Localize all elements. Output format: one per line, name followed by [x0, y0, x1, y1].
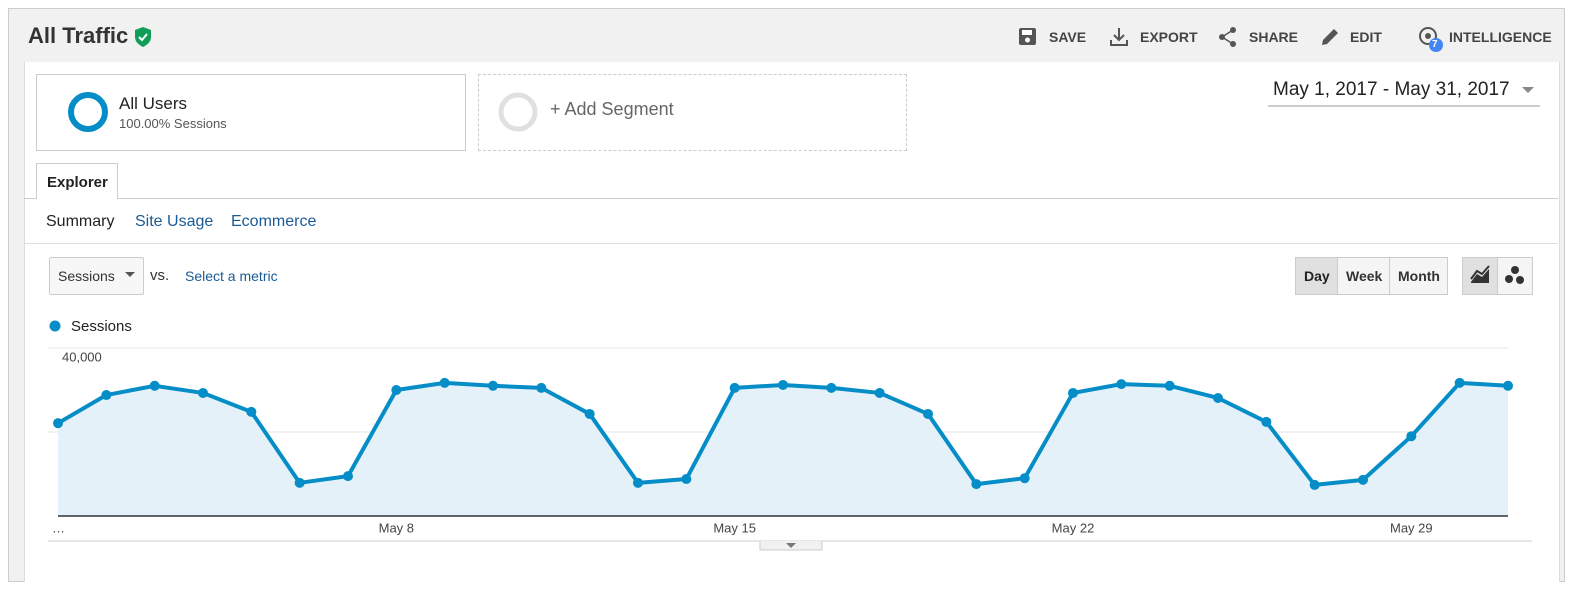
point	[1309, 479, 1320, 490]
export-button[interactable]: EXPORT	[1140, 29, 1198, 45]
point	[778, 379, 788, 390]
point	[1503, 380, 1513, 391]
point	[439, 377, 450, 388]
verified-icon	[135, 27, 151, 47]
share-icon[interactable]	[1217, 26, 1239, 48]
point	[294, 477, 305, 488]
x-tick-label: May 22	[1052, 520, 1095, 535]
segment-detail: 100.00% Sessions	[119, 116, 227, 131]
x-tick-label: May 29	[1390, 520, 1433, 535]
add-segment-card[interactable]	[478, 74, 907, 151]
vs-label: vs.	[150, 267, 170, 284]
period[interactable]: Month	[1398, 268, 1440, 284]
export-icon[interactable]	[1108, 26, 1130, 48]
segment-card[interactable]	[36, 74, 466, 151]
date-range[interactable]: May 1, 2017 - May 31, 2017	[1273, 79, 1510, 100]
point	[1164, 380, 1175, 391]
point	[343, 471, 353, 482]
intelligence-icon[interactable]	[1417, 25, 1445, 53]
point	[536, 382, 547, 393]
point	[1213, 392, 1223, 403]
date-decor	[1268, 87, 1540, 107]
add-segment-donut	[498, 92, 538, 132]
legend-dot	[49, 320, 61, 332]
period[interactable]: Day	[1304, 268, 1330, 284]
point	[633, 477, 643, 488]
subtab[interactable]: Site Usage	[135, 213, 214, 230]
point	[1068, 387, 1078, 398]
tab[interactable]: Explorer	[47, 174, 108, 191]
point	[246, 406, 257, 417]
month-button-bg[interactable]	[1389, 257, 1448, 295]
edit-icon[interactable]	[1319, 26, 1341, 48]
legend-label: Sessions	[71, 318, 132, 335]
point	[391, 385, 402, 395]
select-metric[interactable]: Select a metric	[185, 268, 278, 284]
segment-donut	[68, 92, 108, 132]
add-segment[interactable]: + Add Segment	[550, 99, 674, 119]
chart-type-buttons[interactable]	[1462, 257, 1533, 295]
point	[101, 390, 112, 401]
edit-button[interactable]: EDIT	[1350, 29, 1382, 45]
point	[1406, 431, 1417, 442]
subtab[interactable]: Ecommerce	[231, 213, 317, 230]
x-tick-label: …	[52, 520, 65, 535]
point	[729, 382, 740, 393]
point	[971, 479, 982, 490]
page-title: All Traffic	[28, 23, 129, 48]
point	[488, 380, 498, 391]
point	[826, 382, 837, 393]
period[interactable]: Week	[1346, 268, 1383, 284]
subtab-line	[24, 243, 1558, 244]
point	[53, 418, 63, 429]
x-tick-label: May 8	[379, 520, 414, 535]
point	[681, 474, 692, 485]
point	[1261, 416, 1272, 427]
save-icon[interactable]	[1018, 27, 1038, 47]
point	[1116, 379, 1127, 390]
metric: Sessions	[58, 268, 115, 284]
caret	[125, 272, 135, 277]
badge: 7	[1432, 39, 1438, 50]
point	[149, 380, 160, 391]
expand-caret	[786, 543, 796, 548]
area	[58, 382, 1508, 516]
point	[923, 408, 933, 419]
point	[1019, 473, 1030, 484]
intelligence-button[interactable]: INTELLIGENCE	[1449, 29, 1552, 45]
subtab[interactable]: Summary	[46, 213, 115, 230]
metric-dropdown[interactable]	[49, 257, 144, 295]
y-tick-label: 40,000	[62, 349, 102, 364]
point	[584, 408, 595, 419]
save-button[interactable]: SAVE	[1049, 29, 1087, 45]
share-button[interactable]: SHARE	[1249, 29, 1299, 45]
tab-line	[24, 198, 1558, 199]
point	[874, 387, 885, 398]
tab-box	[36, 163, 118, 199]
x-tick-label: May 15	[713, 520, 756, 535]
segment-name: All Users	[119, 94, 188, 113]
point	[198, 387, 208, 398]
point	[1454, 377, 1465, 388]
point	[1358, 474, 1368, 485]
day-button-bg[interactable]	[1295, 257, 1338, 295]
